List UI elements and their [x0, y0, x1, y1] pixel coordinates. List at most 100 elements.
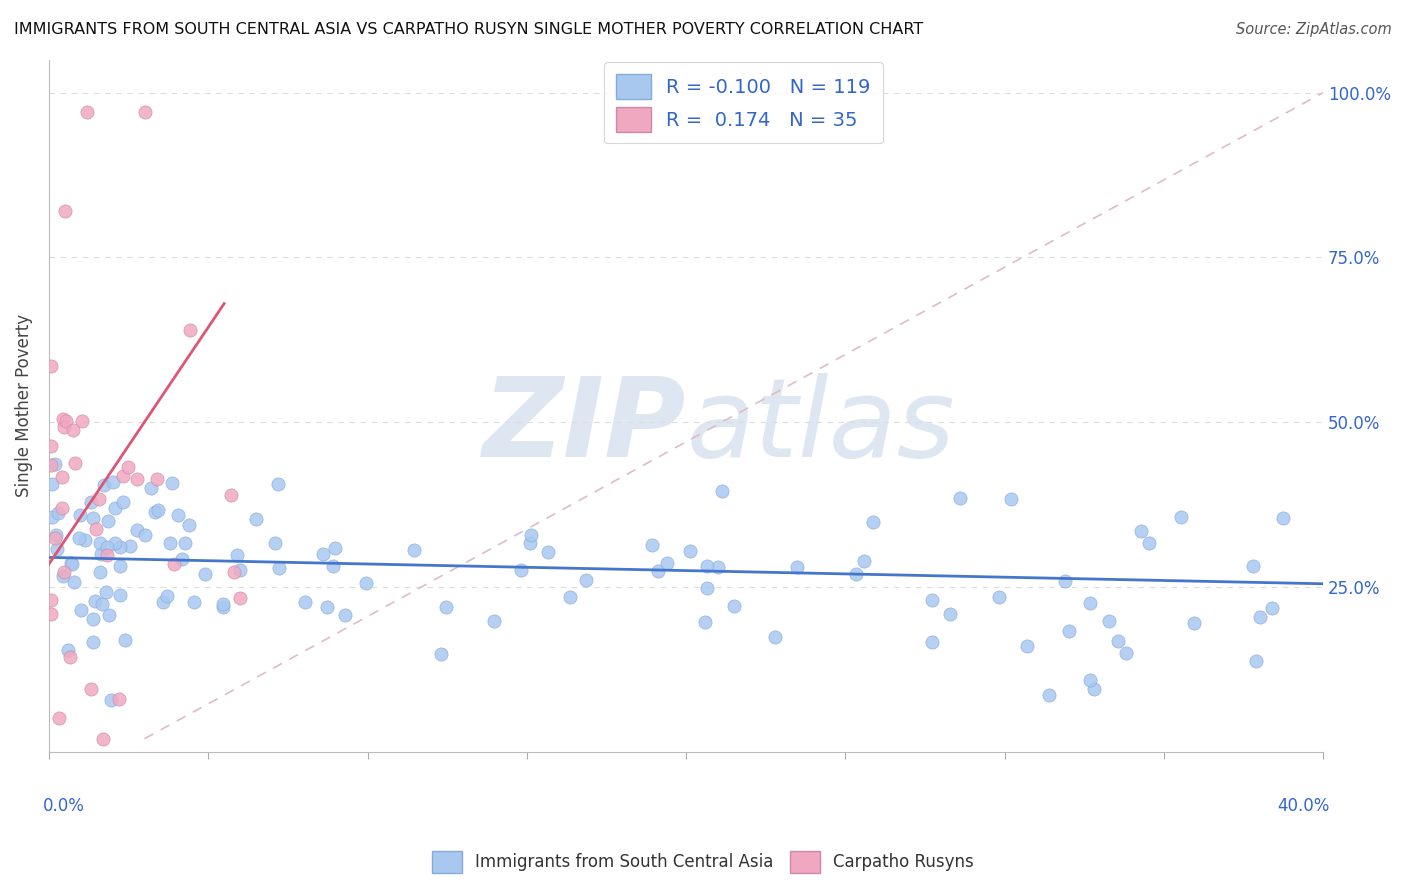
Point — [70, 603, 93, 617]
Point — [519, 528, 541, 542]
Point — [170, 551, 193, 566]
Point — [921, 593, 943, 607]
Point — [60, 557, 83, 571]
Point — [212, 599, 235, 614]
Point — [39, 592, 62, 607]
Point — [89, 566, 111, 580]
Point — [39, 359, 62, 373]
Point — [146, 503, 169, 517]
Point — [108, 588, 131, 602]
Point — [245, 511, 267, 525]
Point — [52, 411, 75, 425]
Point — [1078, 673, 1101, 687]
Point — [80, 682, 103, 697]
Point — [402, 543, 425, 558]
Point — [322, 559, 344, 574]
Point — [108, 692, 131, 706]
Point — [765, 630, 787, 644]
Point — [312, 547, 335, 561]
Point — [159, 536, 181, 550]
Point — [482, 614, 505, 628]
Point — [111, 495, 134, 509]
Point — [1053, 574, 1076, 588]
Point — [537, 545, 560, 559]
Point — [226, 548, 249, 562]
Point — [69, 508, 91, 522]
Point — [91, 731, 114, 746]
Point — [117, 460, 139, 475]
Point — [127, 472, 149, 486]
Point — [41, 509, 63, 524]
Point — [1017, 639, 1039, 653]
Y-axis label: Single Mother Poverty: Single Mother Poverty — [15, 314, 32, 498]
Point — [76, 105, 98, 120]
Point — [97, 514, 120, 528]
Point — [987, 591, 1010, 605]
Point — [51, 469, 73, 483]
Point — [70, 414, 93, 428]
Point — [62, 423, 84, 437]
Point — [194, 567, 217, 582]
Point — [509, 563, 531, 577]
Point — [51, 501, 73, 516]
Point — [91, 597, 114, 611]
Point — [167, 508, 190, 522]
Point — [519, 536, 541, 550]
Point — [177, 517, 200, 532]
Point — [1182, 615, 1205, 630]
Point — [108, 540, 131, 554]
Text: atlas: atlas — [686, 373, 955, 480]
Point — [294, 595, 316, 609]
Point — [89, 536, 111, 550]
Point — [141, 481, 163, 495]
Point — [63, 575, 86, 590]
Point — [114, 632, 136, 647]
Point — [39, 607, 62, 621]
Point — [84, 522, 107, 536]
Point — [429, 647, 451, 661]
Point — [315, 599, 337, 614]
Point — [55, 414, 77, 428]
Point — [948, 491, 970, 505]
Point — [93, 478, 115, 492]
Point — [354, 576, 377, 591]
Point — [103, 475, 125, 489]
Point — [1000, 492, 1022, 507]
Point — [39, 439, 62, 453]
Point — [1170, 510, 1192, 524]
Point — [267, 477, 290, 491]
Point — [143, 505, 166, 519]
Point — [679, 543, 702, 558]
Point — [79, 495, 101, 509]
Point — [67, 532, 90, 546]
Point — [59, 556, 82, 570]
Point — [921, 635, 943, 649]
Point — [229, 563, 252, 577]
Point — [1083, 681, 1105, 696]
Point — [179, 323, 201, 337]
Point — [1038, 689, 1060, 703]
Point — [82, 635, 104, 649]
Point — [1249, 609, 1271, 624]
Point — [575, 574, 598, 588]
Point — [96, 540, 118, 554]
Point — [853, 554, 876, 568]
Point — [183, 595, 205, 609]
Point — [41, 476, 63, 491]
Point — [845, 566, 868, 581]
Point — [104, 535, 127, 549]
Point — [90, 548, 112, 562]
Point — [98, 608, 121, 623]
Point — [647, 564, 669, 578]
Point — [1261, 601, 1284, 615]
Text: 0.0%: 0.0% — [42, 797, 84, 815]
Point — [100, 693, 122, 707]
Point — [1137, 536, 1160, 550]
Point — [162, 557, 184, 571]
Point — [264, 535, 287, 549]
Point — [707, 559, 730, 574]
Text: ZIP: ZIP — [482, 373, 686, 480]
Point — [96, 584, 118, 599]
Legend: R = -0.100   N = 119, R =  0.174   N = 35: R = -0.100 N = 119, R = 0.174 N = 35 — [605, 62, 883, 144]
Point — [693, 615, 716, 630]
